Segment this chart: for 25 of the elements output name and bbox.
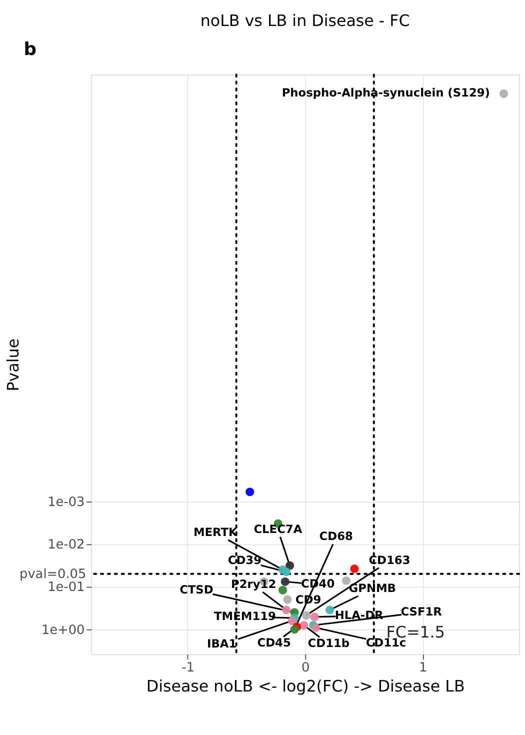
x-tick-label: 0: [301, 660, 310, 676]
annotation: CSF1R: [400, 604, 442, 618]
annotation: CD11b: [308, 636, 350, 650]
chart-title: noLB vs LB in Disease - FC: [200, 11, 410, 30]
annotation: TMEM119: [214, 608, 276, 623]
x-tick-label: -1: [182, 660, 194, 676]
annotation: CLEC7A: [254, 522, 302, 536]
x-axis-title: Disease noLB <- log2(FC) -> Disease LB: [146, 676, 465, 696]
annotation: CD163: [368, 552, 410, 567]
annotation: CTSD: [180, 582, 214, 597]
annotation: CD68: [319, 529, 354, 544]
y-tick-label: 1e-02: [48, 537, 85, 552]
annotation: MERTK: [193, 525, 239, 540]
annotation: P2ry12: [231, 577, 276, 592]
y-tick-label: 1e-01: [48, 580, 85, 596]
annotation: Phospho-Alpha-synuclein (S129): [282, 86, 490, 100]
x-tick-label: 1: [419, 660, 428, 676]
y-tick-label: 1e-03: [48, 494, 85, 510]
ref-line-label: pval=0.05: [20, 566, 86, 582]
annotation: CD39: [228, 552, 262, 567]
annotation: CD45: [257, 636, 291, 650]
text: b: [24, 38, 37, 60]
y-tick-label: 1e+00: [41, 622, 85, 638]
y-axis-title: Pvalue: [4, 338, 23, 392]
annotation: IBA1: [207, 636, 237, 651]
